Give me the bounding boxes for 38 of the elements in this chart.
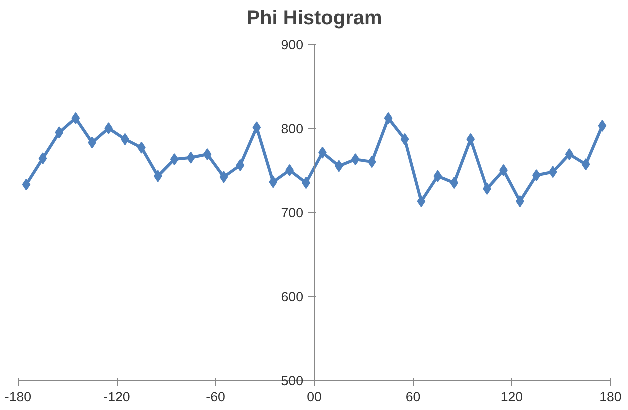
y-tick-label: 800 [281,122,304,136]
y-tick-label: 900 [281,38,304,53]
point [186,152,196,164]
point [269,176,278,188]
point [351,154,360,166]
point [220,171,228,184]
x-tick-label: 00 [307,389,322,404]
point [450,177,459,190]
point [417,196,426,208]
point [368,156,376,168]
point [154,170,162,182]
point [72,112,80,124]
point [236,159,245,172]
point [466,133,476,146]
point [38,152,48,165]
x-tick-label: 60 [406,389,421,404]
point [565,148,574,161]
x-tick-label: 120 [500,389,524,404]
point [434,170,442,182]
point [582,158,590,171]
x-tick-label: 180 [600,389,622,404]
x-tick-label: -60 [206,389,226,404]
point [532,170,541,182]
x-tick-label: -120 [104,389,130,404]
point [55,126,64,139]
point [548,166,558,178]
y-tick-label: 700 [281,205,304,220]
point [384,112,393,124]
point [203,148,212,161]
point [252,122,262,134]
point [170,154,179,166]
chart-title: Phi Histogram [246,8,382,30]
point [400,133,410,146]
y-tick-label: 600 [281,289,304,304]
point [104,122,113,134]
point [22,178,31,191]
x-tick-label: -180 [4,389,32,404]
point [598,120,607,132]
